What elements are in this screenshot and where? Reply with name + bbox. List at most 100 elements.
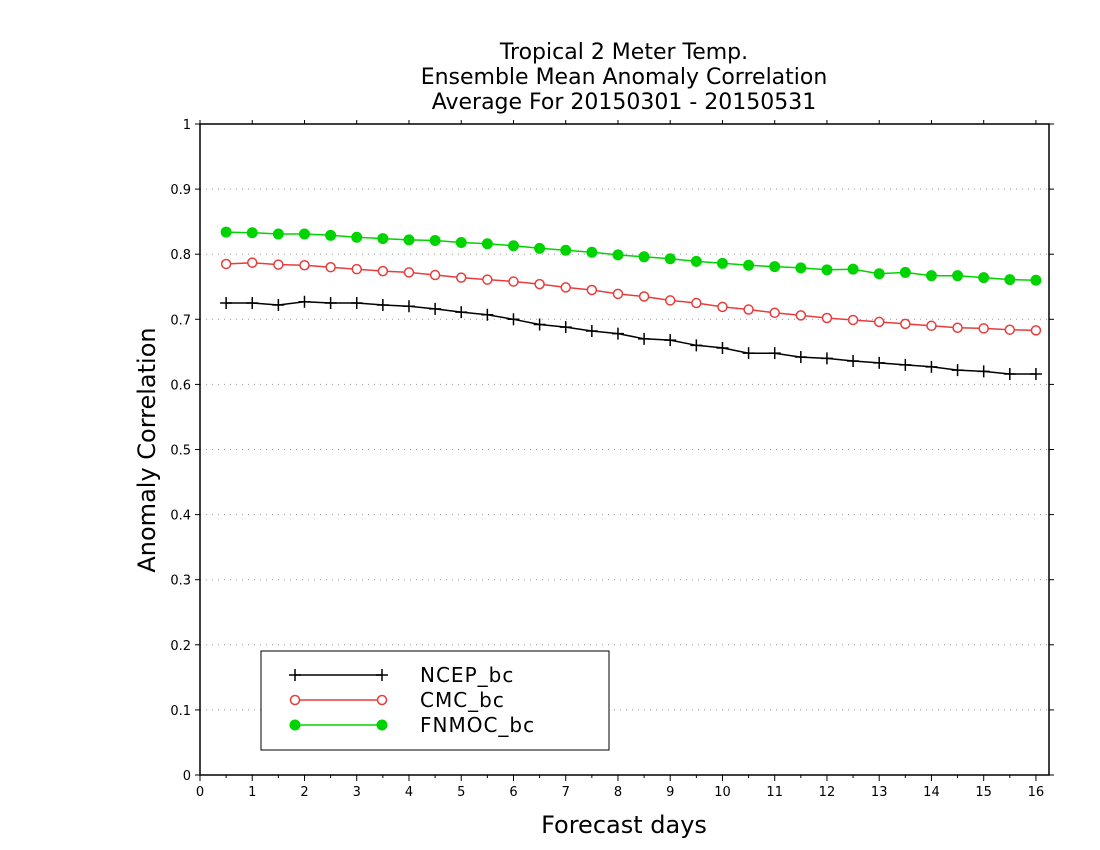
data-point-CMC_bc: [377, 265, 389, 277]
data-point-NCEP_bc: [220, 297, 233, 310]
series-CMC_bc: [220, 257, 1042, 336]
legend-item-NCEP_bc: NCEP_bc: [289, 663, 514, 687]
y-tick-label: 0.9: [170, 183, 191, 198]
data-point-NCEP_bc: [429, 302, 442, 315]
y-tick-label: 0.6: [170, 378, 191, 393]
x-tick-label: 5: [457, 785, 465, 800]
data-point-FNMOC_bc: [690, 255, 702, 267]
data-point-CMC_bc: [743, 304, 754, 315]
data-point-CMC_bc: [586, 284, 598, 296]
plot-frame: [199, 123, 1050, 776]
data-point-FNMOC_bc: [455, 236, 467, 248]
data-point-NCEP_bc: [925, 360, 938, 373]
data-point-FNMOC_bc: [769, 261, 781, 273]
data-point-NCEP_bc: [873, 356, 886, 369]
x-tick-label: 7: [562, 785, 570, 800]
data-point-FNMOC_bc: [351, 231, 363, 243]
data-point-FNMOC_bc: [377, 233, 389, 245]
data-point-NCEP_bc: [298, 295, 311, 308]
x-tick-label: 0: [196, 785, 204, 800]
y-tick-label: 0.3: [170, 574, 191, 589]
chart-title-line-1: Tropical 2 Meter Temp.: [499, 40, 748, 65]
x-tick-label: 6: [509, 785, 517, 800]
data-point-FNMOC_bc: [534, 242, 546, 254]
x-tick-label: 9: [666, 785, 674, 800]
data-point-FNMOC_bc: [325, 229, 337, 241]
legend-label-CMC_bc: CMC_bc: [420, 688, 505, 712]
data-point-NCEP_bc: [611, 327, 624, 340]
data-point-NCEP_bc: [899, 358, 912, 371]
x-tick-label: 15: [975, 785, 992, 800]
data-point-FNMOC_bc: [298, 228, 310, 240]
y-tick-label: 0: [183, 769, 191, 784]
data-point-CMC_bc: [246, 257, 258, 268]
data-point-FNMOC_bc: [429, 235, 441, 247]
data-point-NCEP_bc: [246, 297, 259, 310]
data-point-NCEP_bc: [847, 354, 860, 367]
x-tick-label: 8: [614, 785, 622, 800]
data-point-NCEP_bc: [820, 352, 833, 365]
x-tick-label: 4: [405, 785, 413, 800]
x-tick-label: 10: [714, 785, 731, 800]
x-tick-label: 11: [766, 785, 783, 800]
legend-marker-start-NCEP_bc: [289, 669, 301, 681]
y-axis-label: Anomaly Correlation: [133, 327, 161, 572]
data-point-FNMOC_bc: [246, 227, 258, 239]
y-tick-label: 0.4: [170, 509, 191, 524]
data-point-FNMOC_bc: [612, 249, 624, 261]
data-point-NCEP_bc: [559, 321, 572, 334]
axis-ticks: 00.10.20.30.40.50.60.70.80.910 1 2 3 4 5 6 7 8 9 1…: [170, 118, 1054, 800]
data-point-NCEP_bc: [481, 308, 494, 321]
legend-marker-end-NCEP_bc: [376, 669, 388, 681]
data-point-CMC_bc: [220, 258, 232, 270]
legend-item-CMC_bc: CMC_bc: [289, 688, 505, 712]
x-tick-label: 14: [923, 785, 940, 800]
data-point-FNMOC_bc: [403, 234, 415, 246]
data-point-NCEP_bc: [585, 325, 598, 338]
x-tick-label: 1: [248, 785, 256, 800]
data-point-FNMOC_bc: [507, 240, 519, 252]
data-point-CMC_bc: [873, 316, 885, 328]
data-point-NCEP_bc: [455, 306, 468, 319]
data-point-FNMOC_bc: [899, 266, 911, 278]
data-point-CMC_bc: [455, 272, 467, 283]
data-point-CMC_bc: [769, 307, 780, 319]
data-point-NCEP_bc: [507, 313, 520, 326]
data-point-CMC_bc: [821, 312, 833, 324]
data-point-NCEP_bc: [272, 298, 285, 311]
series-line-NCEP_bc: [226, 300, 1036, 375]
y-tick-label: 0.7: [170, 313, 191, 328]
legend-label-FNMOC_bc: FNMOC_bc: [420, 713, 535, 737]
data-point-NCEP_bc: [977, 365, 990, 378]
data-point-FNMOC_bc: [743, 259, 755, 271]
series-line-FNMOC_bc: [226, 231, 1036, 281]
data-point-FNMOC_bc: [1030, 274, 1042, 286]
data-point-FNMOC_bc: [716, 257, 728, 269]
data-point-CMC_bc: [560, 282, 571, 293]
data-point-CMC_bc: [717, 301, 728, 313]
data-point-CMC_bc: [900, 318, 911, 330]
data-point-CMC_bc: [273, 259, 284, 270]
x-tick-label: 3: [353, 785, 361, 800]
data-point-FNMOC_bc: [638, 251, 650, 263]
chart-title-line-2: Ensemble Mean Anomaly Correlation: [421, 65, 828, 90]
data-point-NCEP_bc: [768, 347, 781, 360]
data-point-CMC_bc: [299, 260, 310, 271]
data-point-FNMOC_bc: [586, 246, 598, 258]
data-point-FNMOC_bc: [481, 238, 493, 250]
y-tick-label: 0.2: [170, 639, 191, 654]
data-point-CMC_bc: [795, 310, 807, 321]
data-point-CMC_bc: [508, 276, 519, 287]
x-tick-label: 13: [871, 785, 888, 800]
legend-label-NCEP_bc: NCEP_bc: [420, 663, 514, 687]
data-point-CMC_bc: [952, 322, 963, 334]
x-tick-label: 12: [819, 785, 836, 800]
data-point-FNMOC_bc: [821, 264, 833, 276]
data-point-CMC_bc: [1030, 325, 1042, 336]
data-point-FNMOC_bc: [873, 268, 885, 280]
data-point-CMC_bc: [429, 269, 441, 281]
data-point-NCEP_bc: [690, 339, 703, 352]
data-point-NCEP_bc: [324, 297, 337, 310]
